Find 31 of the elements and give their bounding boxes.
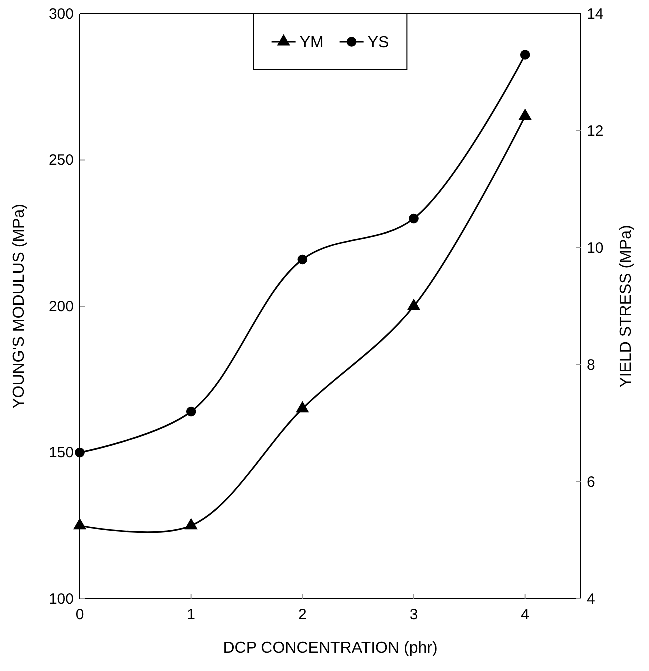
y2-tick-label: 14	[587, 6, 604, 23]
x-tick-label: 2	[298, 606, 307, 624]
x-tick-label: 0	[76, 606, 84, 624]
y-tick-label: 250	[48, 152, 74, 170]
point	[298, 254, 308, 265]
point	[184, 518, 198, 530]
y-tick-label: 200	[48, 298, 74, 316]
x-tick-label: 4	[521, 606, 530, 624]
point	[518, 108, 532, 120]
y-tick-label: 150	[48, 444, 74, 462]
x-tick-label: 1	[187, 606, 196, 624]
y2-tick-label: 4	[587, 590, 596, 608]
point	[407, 298, 421, 310]
y-tick-label: 100	[48, 590, 74, 608]
legend-label: YS	[368, 34, 390, 52]
point	[520, 50, 530, 60]
y2-tick-label: 12	[587, 122, 604, 140]
legend-label: YM	[300, 34, 324, 52]
y2-axis-title: YIELD STRESS (MPa)	[618, 225, 635, 388]
point	[73, 518, 87, 530]
x-tick-label: 3	[410, 606, 418, 624]
x-axis-title: DCP CONCENTRATION (phr)	[223, 640, 438, 657]
point	[75, 448, 85, 458]
point	[409, 214, 419, 224]
y2-tick-label: 8	[587, 356, 596, 374]
point	[186, 406, 196, 417]
y-tick-label: 300	[48, 6, 74, 23]
point	[296, 401, 310, 413]
y2-tick-label: 10	[587, 240, 604, 257]
y-axis-title: YOUNG'S MODULUS (MPa)	[11, 204, 28, 409]
y2-tick-label: 6	[587, 474, 596, 491]
